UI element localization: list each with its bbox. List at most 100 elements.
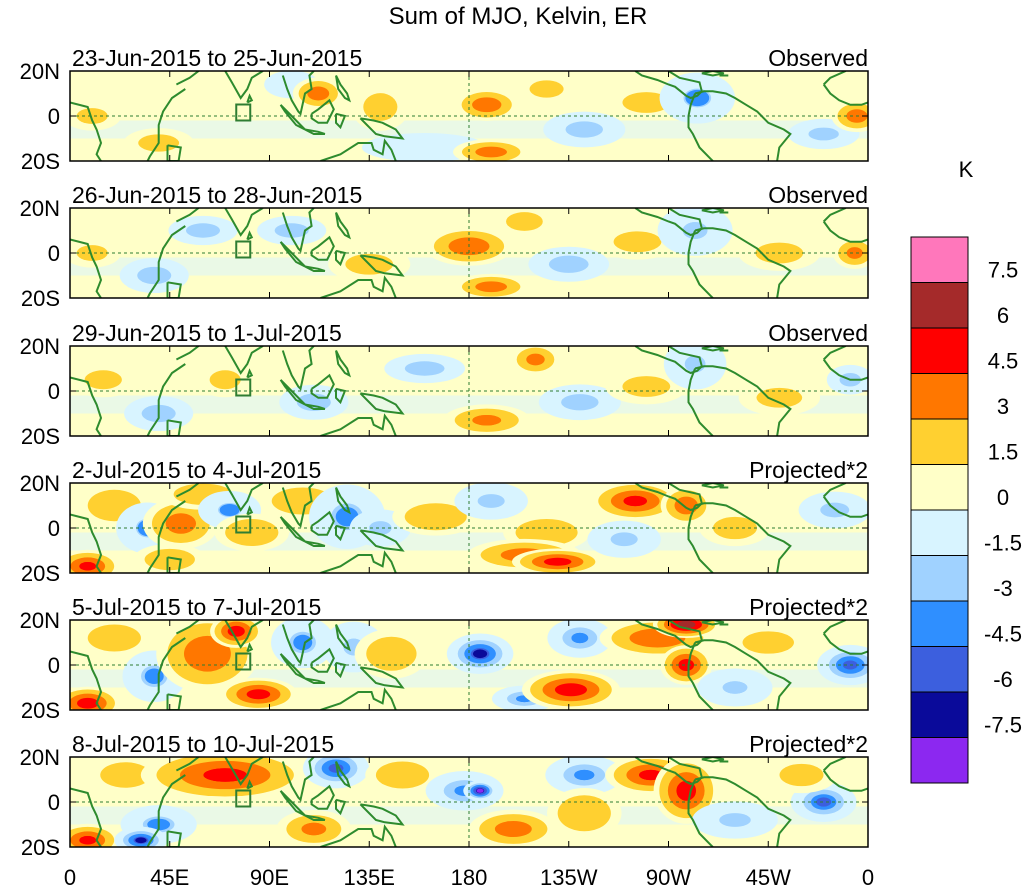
anomaly-blob [354,628,429,679]
coastline [281,620,315,665]
anomaly-blob [468,809,558,847]
anomaly-blob [70,823,121,847]
y-tick-label: 20N [20,745,60,770]
coastline [320,138,397,161]
contour-level [301,822,327,836]
contour-level [623,495,647,507]
contour-level [571,804,598,822]
coastline [304,265,326,272]
contour-level [389,768,416,782]
contour-level [679,621,694,628]
coastline [166,693,182,710]
coastline [281,71,315,116]
coastline [701,483,725,489]
colorbar-swatch [910,509,969,556]
coastline [634,757,703,786]
coastline [335,350,352,378]
panel-date-range: 2-Jul-2015 to 4-Jul-2015 [72,457,321,483]
x-tick-label: 90W [646,865,691,889]
colorbar-swatch [910,555,969,602]
coastline [335,112,347,130]
contour-level [169,515,193,532]
contour-level [420,510,451,524]
coastline [281,757,315,802]
colorbar-tick-label: -3 [993,576,1013,601]
anomaly-blob [589,483,681,521]
coastlines [70,483,868,573]
contour-level [678,499,694,512]
colorbar-swatch [910,464,969,511]
anomaly-blob [517,74,576,104]
coastline [687,93,714,161]
contour-level [476,788,484,793]
coastline [359,529,405,552]
colorbar-tick-label: 6 [997,303,1009,328]
y-tick-label: 0 [48,516,60,541]
anomaly-blob [276,809,352,847]
anomaly-blob [271,620,335,669]
contour-level [722,681,748,694]
anomaly-blob [765,757,838,794]
coastline [822,220,868,243]
coastline [304,403,326,410]
x-tick-label: 0 [64,865,76,889]
colorbar-tick-label: 1.5 [988,440,1019,465]
anomaly-blob [351,83,410,131]
colorbar-tick-label: 4.5 [988,349,1019,374]
coastline [146,500,186,573]
coastline [359,392,405,415]
coastline [822,71,847,86]
panel-date-range: 26-Jun-2015 to 28-Jun-2015 [72,182,362,208]
anomaly-field [70,346,868,436]
colorbar-tick-label: -1.5 [984,531,1022,556]
coastline [246,642,254,653]
contour-level [77,108,107,124]
coastline [822,483,847,498]
x-tick-label: 135E [344,865,395,889]
coastlines [70,346,868,436]
coastline [320,824,397,847]
y-tick-label: 20S [21,561,60,586]
coastline [281,346,315,391]
reference-box [235,789,252,808]
coastline [694,90,792,161]
coastline [359,254,405,277]
contour-level [808,127,839,141]
coastline [70,238,103,298]
contour-level [101,497,128,514]
contour-level [369,521,392,535]
y-tick-label: 20S [21,286,60,311]
coastline [701,208,725,214]
anomaly-blob [587,520,661,558]
reference-box [235,103,252,122]
coastline [70,650,103,710]
anomaly-blob [545,757,624,795]
anomaly-blob [547,788,622,839]
coastline [224,346,264,375]
anomaly-blob [257,215,327,246]
contour-level [472,649,488,659]
coastline [335,487,352,515]
coastline [822,632,868,655]
y-tick-label: 20S [21,424,60,449]
contour-level [627,378,666,395]
colorbar-swatch [910,236,969,283]
anomaly-blob [365,757,440,794]
contour-level [111,768,139,782]
anomaly-blob [219,677,298,710]
coastline [166,556,182,573]
y-tick-label: 0 [48,790,60,815]
x-tick-label: 45E [150,865,189,889]
panel-date-range: 8-Jul-2015 to 10-Jul-2015 [72,731,334,757]
coastline [694,227,792,298]
contour-level [565,121,603,138]
contour-level [248,690,269,699]
coastline [687,642,714,710]
coastline [175,483,200,498]
anomaly-blob [70,549,121,573]
panel-type-label: Projected*2 [749,457,868,483]
coastline [246,505,254,516]
coastline [304,677,326,684]
contour-level [79,562,97,571]
colorbar-tick-label: -7.5 [984,713,1022,738]
